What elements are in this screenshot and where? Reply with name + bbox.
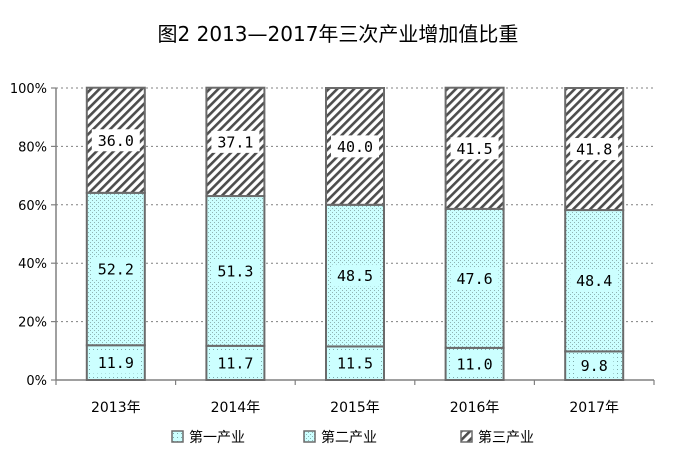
data-label-background: [450, 352, 499, 375]
data-label: 41.8: [576, 141, 612, 159]
data-label: 48.5: [337, 267, 373, 285]
data-label-background: [450, 267, 499, 290]
data-label: 40.0: [337, 138, 373, 156]
data-label-background: [331, 352, 379, 375]
data-label: 48.4: [576, 272, 612, 290]
data-label: 11.0: [457, 355, 493, 373]
y-tick-label: 80%: [18, 140, 47, 155]
legend-swatch-1: [171, 430, 184, 443]
y-tick-label: 20%: [18, 316, 47, 331]
data-label: 37.1: [217, 133, 253, 151]
data-label-background: [574, 354, 614, 377]
chart-title: 图2 2013—2017年三次产业增加值比重: [158, 22, 519, 46]
tick-labels: 0% 20% 40% 60% 80% 100% 2013年 2014年 2015年 2016年 20…: [10, 82, 619, 416]
y-tick-label: 0%: [26, 374, 47, 389]
data-label: 47.6: [457, 270, 493, 288]
data-label-background: [331, 264, 379, 287]
data-label-background: [570, 269, 619, 292]
data-label-background: [91, 129, 140, 152]
x-tick-label: 2016年: [450, 400, 500, 416]
data-label: 41.5: [457, 140, 493, 158]
legend-label: 第三产业: [478, 429, 534, 446]
data-label-background: [570, 138, 619, 161]
y-tick-label: 60%: [18, 199, 47, 214]
y-tick-label: 40%: [18, 257, 47, 272]
legend-swatch-3: [460, 430, 473, 443]
data-label-background: [91, 351, 140, 374]
x-tick-label: 2015年: [330, 400, 380, 416]
data-label-background: [211, 130, 260, 153]
y-tick-label: 100%: [10, 82, 47, 97]
data-label-background: [331, 135, 379, 158]
data-label: 11.7: [217, 354, 253, 372]
data-label: 11.9: [98, 354, 134, 372]
data-label: 52.2: [98, 261, 134, 279]
data-label-background: [91, 258, 140, 281]
x-tick-label: 2013年: [91, 400, 141, 416]
data-labels: 11.9 52.2 36.0 11.7 51.3 37.1 11.5 48.5 40.0 11.0…: [91, 129, 619, 377]
legend-swatch-2: [303, 430, 316, 443]
data-label: 11.5: [337, 355, 373, 373]
data-label: 51.3: [217, 262, 253, 280]
legend-label: 第二产业: [321, 429, 377, 446]
x-tick-label: 2014年: [211, 400, 261, 416]
data-label-background: [450, 137, 499, 160]
legend-label: 第一产业: [189, 429, 245, 446]
x-tick-label: 2017年: [569, 400, 619, 416]
bars: [85, 86, 625, 382]
data-label: 9.8: [581, 357, 608, 375]
data-label: 36.0: [98, 132, 134, 150]
legend: 第一产业 第二产业 第三产业: [171, 429, 534, 446]
data-label-background: [211, 351, 260, 374]
data-label-background: [211, 259, 260, 282]
